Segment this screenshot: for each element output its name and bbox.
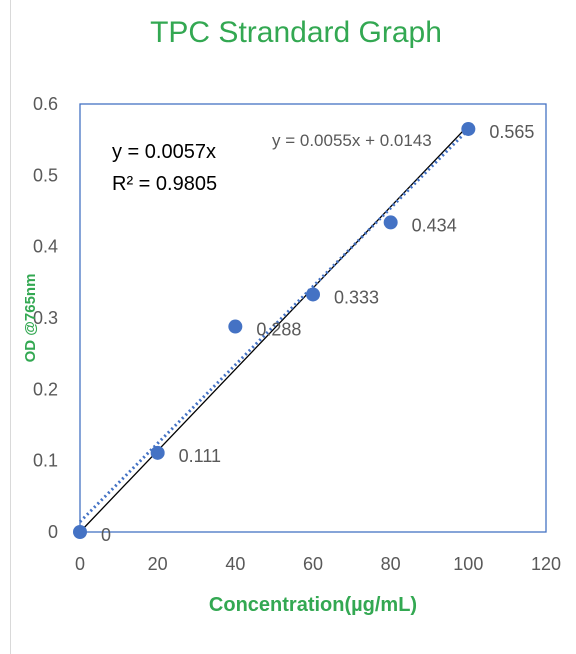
x-tick-label: 0 [75,554,85,574]
data-points [73,121,476,539]
data-label: 0.333 [334,287,379,307]
y-axis-ticks: 0 0.1 0.2 0.3 0.4 0.5 0.6 [33,94,58,542]
x-tick-label: 40 [225,554,245,574]
y-tick-label: 0.6 [33,94,58,114]
data-point [73,525,87,539]
data-point [306,287,320,302]
data-label: 0.565 [489,122,534,142]
data-point [461,121,476,136]
x-tick-label: 80 [381,554,401,574]
data-label: 0.434 [412,215,457,235]
trendline-r-squared: R² = 0.9805 [112,173,217,195]
data-point [383,215,398,230]
data-point [150,445,165,460]
trendline-dotted [78,128,470,523]
data-label: 0.288 [256,320,301,340]
y-tick-label: 0.3 [33,308,58,328]
data-label: 0.111 [179,446,221,466]
x-axis-ticks: 0 20 40 60 80 100 120 [75,554,561,574]
y-tick-label: 0 [48,522,58,542]
y-tick-label: 0.2 [33,379,58,399]
trendlines [78,124,470,533]
y-tick-label: 0.1 [33,451,58,471]
trendline-equation-linear: y = 0.0057x [112,141,216,163]
trendline-equation-dotted: y = 0.0055x + 0.0143 [272,131,432,150]
x-tick-label: 60 [303,554,323,574]
data-label: 0 [101,525,111,545]
data-labels: 0 0.111 0.288 0.333 0.434 0.565 [101,122,534,545]
frame-edge [10,0,11,654]
x-tick-label: 20 [148,554,168,574]
x-axis-label: Concentration(µg/mL) [209,594,417,616]
x-tick-label: 120 [531,554,561,574]
data-point [228,319,243,334]
plot-area [79,103,547,533]
y-tick-label: 0.5 [33,165,58,185]
chart-title: TPC Strandard Graph [150,16,442,49]
x-tick-label: 100 [453,554,483,574]
y-tick-label: 0.4 [33,237,58,257]
y-axis-label: OD @765nm [22,274,39,363]
